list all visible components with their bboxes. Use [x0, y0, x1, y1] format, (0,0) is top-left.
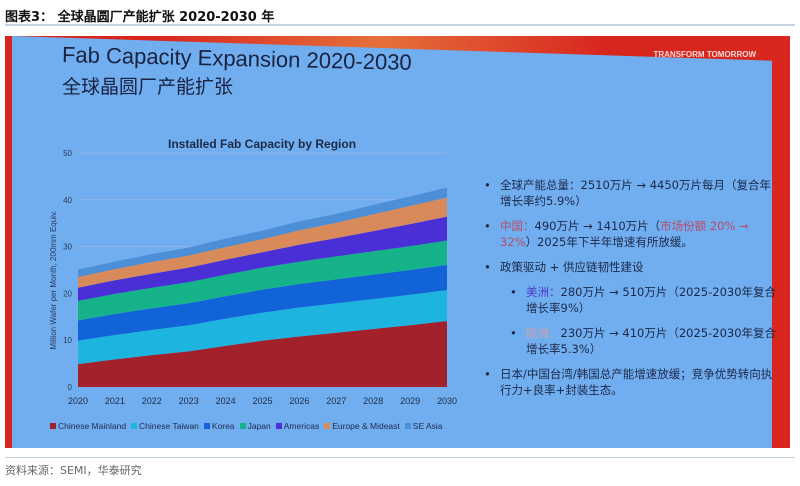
- x-tick-label: 2026: [289, 396, 309, 406]
- bullet-dot: •: [510, 326, 517, 340]
- bullet-text: ）2025年下半年增速有所放缓。: [525, 235, 693, 249]
- legend-item: Chinese Taiwan: [131, 421, 199, 431]
- legend-label: Americas: [283, 421, 320, 431]
- bullet-item: • 美洲：280万片 → 510万片（2025-2030年复合增长率9%）: [482, 284, 782, 316]
- legend-swatch: [50, 423, 56, 429]
- legend-swatch: [239, 423, 246, 429]
- chart-title: Installed Fab Capacity by Region: [168, 137, 357, 151]
- legend-swatch: [324, 423, 331, 429]
- x-tick-label: 2030: [437, 396, 457, 406]
- bullet-item: • 政策驱动 + 供应链韧性建设: [482, 259, 782, 275]
- x-tick-label: 2028: [363, 396, 383, 406]
- bullet-text: 中国：: [500, 219, 535, 233]
- source-divider: [5, 457, 795, 458]
- y-tick-label: 10: [63, 336, 72, 345]
- x-tick-label: 2020: [68, 396, 88, 406]
- legend-item: Europe & Mideast: [324, 421, 400, 431]
- bullet-item: • 全球产能总量：2510万片 → 4450万片每月（复合年增长率约5.9%）: [482, 177, 782, 209]
- bullet-text: 日本/中国台湾/韩国总产能增速放缓；竞争优势转向执行力+良率+封装生态。: [500, 367, 773, 397]
- legend-swatch: [404, 423, 411, 429]
- header-divider: [5, 24, 795, 26]
- legend-item: Korea: [203, 421, 235, 431]
- x-tick-label: 2021: [105, 396, 125, 406]
- y-tick-label: 40: [63, 196, 72, 205]
- area-se-asia: [78, 187, 447, 278]
- y-tick-label: 0: [68, 383, 73, 392]
- bullet-dot: •: [484, 367, 491, 381]
- source-note: 资料来源：SEMI，华泰研究: [5, 464, 142, 477]
- bullet-dot: •: [510, 285, 517, 299]
- y-tick-label: 50: [63, 149, 72, 158]
- legend-item: Japan: [239, 421, 271, 431]
- area-chinese-mainland: [78, 321, 447, 387]
- y-tick-label: 20: [63, 289, 72, 298]
- area-chinese-taiwan: [78, 290, 447, 365]
- bullet-list: • 全球产能总量：2510万片 → 4450万片每月（复合年增长率约5.9%） • 中…: [482, 177, 782, 407]
- bullet-dot: •: [484, 219, 491, 233]
- bullet-text: 490万片 → 1410万片（: [534, 219, 661, 233]
- legend-item: SE Asia: [404, 421, 443, 431]
- bullet-text: 市场份额 20% → 32%: [500, 219, 749, 249]
- bullet-text: 美洲：: [526, 285, 561, 299]
- legend-label: Japan: [247, 421, 271, 431]
- legend-label: Chinese Taiwan: [139, 421, 199, 431]
- bullet-dot: •: [484, 178, 491, 192]
- x-tick-label: 2022: [142, 396, 162, 406]
- legend-label: Europe & Mideast: [332, 421, 400, 431]
- slide-subtitle: 全球晶圆厂产能扩张: [62, 76, 234, 98]
- area-japan: [78, 240, 447, 321]
- area-korea: [78, 264, 447, 341]
- bullet-item: • 日本/中国台湾/韩国总产能增速放缓；竞争优势转向执行力+良率+封装生态。: [482, 366, 782, 398]
- legend-label: SE Asia: [412, 421, 443, 431]
- chart-legend: Chinese Mainland Chinese Taiwan Korea Japan…: [50, 421, 443, 431]
- figure-title: 图表3： 全球晶圆厂产能扩张 2020-2030 年: [5, 10, 275, 25]
- x-tick-label: 2023: [179, 396, 199, 406]
- x-tick-label: 2024: [216, 396, 236, 406]
- brand-tagline: TRANSFORM TOMORROW: [653, 50, 756, 59]
- x-tick-label: 2027: [326, 396, 346, 406]
- bullet-text: 全球产能总量：2510万片 → 4450万片每月（复合年增长率约5.9%）: [500, 178, 771, 208]
- bullet-text: 230万片 → 410万片（2025-2030年复合增长率5.3%）: [526, 326, 777, 356]
- bullet-text: 政策驱动 + 供应链韧性建设: [500, 260, 644, 274]
- x-tick-label: 2025: [252, 396, 272, 406]
- legend-swatch: [203, 423, 210, 429]
- legend-label: Chinese Mainland: [58, 421, 127, 431]
- x-tick-label: 2029: [400, 396, 420, 406]
- area-americas: [78, 216, 447, 301]
- legend-item: Americas: [275, 421, 320, 431]
- legend-label: Korea: [211, 421, 235, 431]
- legend-swatch: [131, 423, 138, 429]
- y-axis-label: Million Wafer per Month, 200mm Equiv.: [49, 210, 58, 349]
- bullet-text: 欧洲：: [526, 326, 561, 340]
- bullet-text: 280万片 → 510万片（2025-2030年复合增长率9%）: [526, 285, 777, 315]
- legend-swatch: [275, 423, 282, 429]
- y-tick-label: 30: [63, 243, 72, 252]
- bullet-item: • 欧洲：230万片 → 410万片（2025-2030年复合增长率5.3%）: [482, 325, 782, 357]
- area-europe-mideast: [78, 197, 447, 288]
- legend-item: Chinese Mainland: [50, 421, 126, 431]
- bullet-item: • 中国：490万片 → 1410万片（市场份额 20% → 32%）2025年下…: [482, 218, 782, 250]
- bullet-dot: •: [484, 260, 491, 274]
